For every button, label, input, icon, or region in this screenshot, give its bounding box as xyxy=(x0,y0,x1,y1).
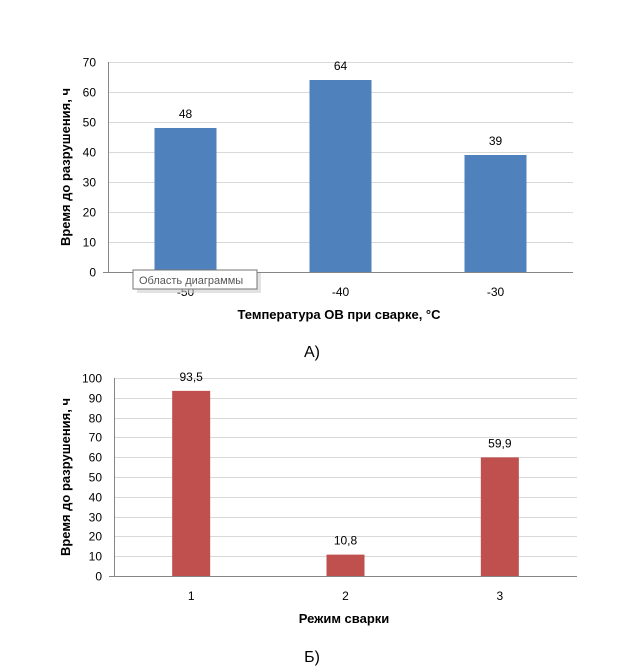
chart-b-y-tick-label: 50 xyxy=(89,471,103,485)
chart-b-y-tick-label: 40 xyxy=(89,491,103,505)
chart-a-y-tick-label: 20 xyxy=(83,206,97,220)
chart-area-tooltip: Область диаграммы xyxy=(132,269,261,293)
chart-a-data-label: 48 xyxy=(179,107,193,121)
chart-b-axes xyxy=(109,378,577,577)
chart-b-y-tick-label: 90 xyxy=(89,392,103,406)
tooltip-box xyxy=(132,269,258,290)
chart-b-x-axis-title: Режим сварки xyxy=(299,611,390,626)
chart-a-data-label: 64 xyxy=(334,59,348,73)
chart-a-y-tick-label: 70 xyxy=(83,56,97,70)
chart-b-caption: Б) xyxy=(304,649,320,666)
chart-b-x-tick-label: 2 xyxy=(342,589,349,603)
chart-a-data-labels: 48 64 39 xyxy=(179,59,503,148)
chart-b-bar[interactable] xyxy=(172,390,211,576)
chart-a-y-axis-title: Время до разрушения, ч xyxy=(58,88,73,246)
chart-b-bars xyxy=(172,390,519,576)
chart-b-bar[interactable] xyxy=(326,554,365,576)
chart-b-x-tick-label: 1 xyxy=(188,589,195,603)
chart-a-y-tick-label: 50 xyxy=(83,116,97,130)
chart-a-caption: А) xyxy=(304,344,320,361)
chart-b-y-tick-label: 10 xyxy=(89,550,103,564)
chart-b-y-tick-label: 20 xyxy=(89,530,103,544)
chart-a-bar[interactable] xyxy=(464,155,527,272)
chart-b-y-tick-labels: 0 10 20 30 40 50 60 70 80 90 100 xyxy=(82,372,102,584)
chart-a-bar[interactable] xyxy=(309,80,372,272)
chart-b-y-tick-label: 60 xyxy=(89,451,103,465)
chart-a-bars xyxy=(154,80,527,272)
chart-b-x-tick-label: 3 xyxy=(496,589,503,603)
chart-b-y-tick-label: 70 xyxy=(89,431,103,445)
chart-a-y-tick-label: 60 xyxy=(83,86,97,100)
chart-a-x-tick-label: -30 xyxy=(487,285,505,299)
chart-b-y-tick-label: 100 xyxy=(82,372,102,386)
chart-b-y-tick-label: 0 xyxy=(95,570,102,584)
chart-b-x-tick-labels: 1 2 3 xyxy=(188,589,504,603)
tooltip-text: Область диаграммы xyxy=(139,275,243,287)
chart-a-y-tick-label: 30 xyxy=(83,176,97,190)
chart-b-data-label: 10,8 xyxy=(334,534,358,548)
chart-b-data-label: 59,9 xyxy=(488,436,512,450)
chart-a-y-tick-label: 0 xyxy=(89,266,96,280)
chart-a-y-tick-label: 10 xyxy=(83,236,97,250)
chart-a-y-tick-label: 40 xyxy=(83,146,97,160)
chart-b-y-tick-label: 30 xyxy=(89,511,103,525)
chart-a-x-tick-label: -40 xyxy=(332,285,350,299)
chart-a-data-label: 39 xyxy=(489,134,503,148)
chart-b-y-axis-title: Время до разрушения, ч xyxy=(58,398,73,556)
chart-b-data-label: 93,5 xyxy=(179,370,203,384)
chart-b-bar[interactable] xyxy=(480,457,519,576)
chart-a-bar[interactable] xyxy=(154,128,217,272)
chart-b-y-tick-label: 80 xyxy=(89,412,103,426)
chart-a-x-axis-title: Температура ОВ при сварке, °С xyxy=(237,307,441,322)
chart-b-data-labels: 93,5 10,8 59,9 xyxy=(179,370,511,548)
chart-a-y-tick-labels: 0 10 20 30 40 50 60 70 xyxy=(83,56,97,280)
